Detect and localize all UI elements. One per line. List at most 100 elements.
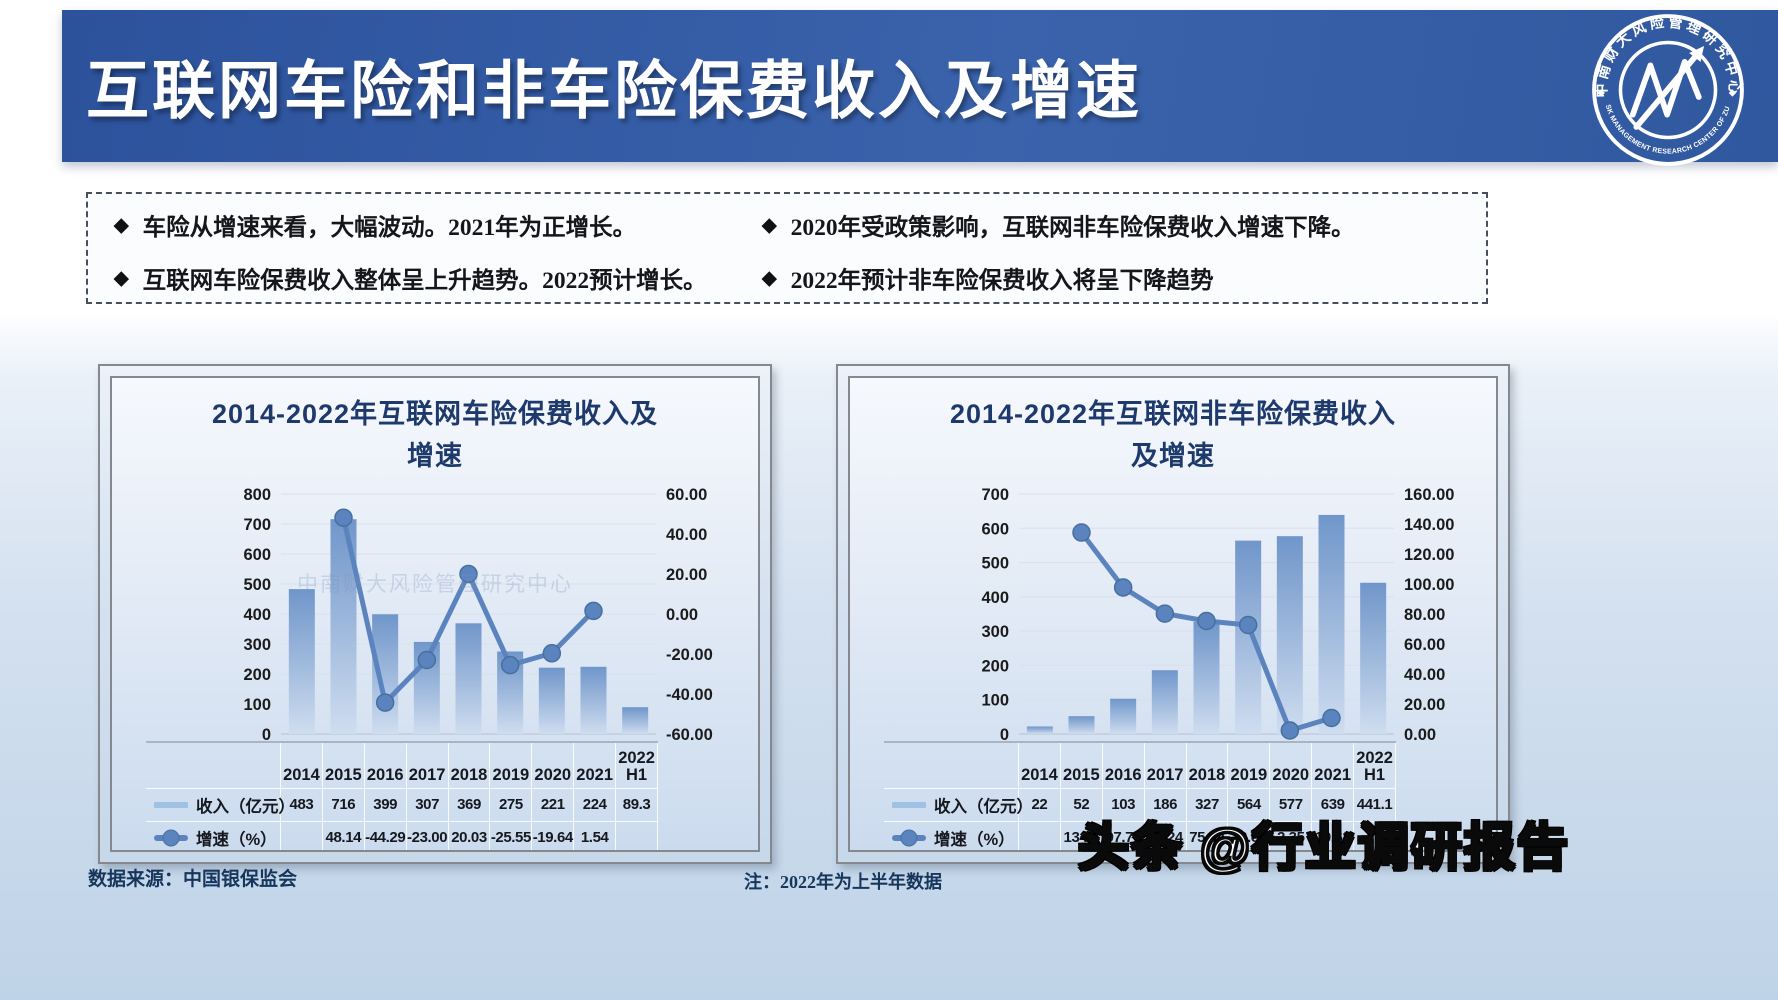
income-value: 275 (490, 788, 533, 822)
income-value: 483 (281, 788, 323, 822)
logo-inner-ring (1618, 40, 1718, 140)
svg-text:60.00: 60.00 (666, 486, 707, 504)
chart-title: 2014-2022年互联网非车险保费收入 及增速 (850, 394, 1496, 478)
growth-value: -19.64 (532, 821, 575, 850)
svg-text:-40.00: -40.00 (666, 686, 713, 704)
svg-text:60.00: 60.00 (1404, 636, 1445, 654)
income-bars (288, 518, 649, 734)
summary-box: ◆ 车险从增速来看，大幅波动。2021年为正增长。 ◆ 互联网车险保费收入整体呈… (86, 192, 1488, 304)
year-cell: 2022 H1 (616, 742, 658, 789)
svg-text:140.00: 140.00 (1404, 516, 1454, 534)
bar (1151, 669, 1178, 734)
bar (1360, 582, 1387, 734)
bullet-item: ◆ 车险从增速来看，大幅波动。2021年为正增长。 (114, 208, 762, 242)
growth-value: 20.03 (449, 821, 491, 850)
bar (288, 588, 315, 734)
income-legend-icon (892, 801, 926, 808)
logo-arrowhead-icon (1689, 46, 1705, 62)
year-cell: 2015 (1060, 742, 1103, 789)
data-source: 数据来源：中国银保监会 (88, 869, 298, 890)
diamond-bullet-icon: ◆ (762, 214, 777, 236)
line-marker (1072, 522, 1091, 542)
summary-right-column: ◆ 2020年受政策影响，互联网非车险保费收入增速下降。 ◆ 2022年预计非车… (762, 208, 1486, 302)
right-axis: 160.00 140.00 120.00 100.00 80.00 60.00 40.00 2… (1404, 486, 1454, 740)
growth-line (334, 508, 603, 712)
logo-right-diamond-icon: ◆ (1729, 87, 1737, 98)
line-marker (584, 601, 603, 620)
year-cell: 2017 (406, 742, 449, 789)
org-logo: 中南财大风险管理研究中心 RISK MANAGEMENT RESEARCH CE… (1577, 0, 1756, 178)
org-logo-seal: 中南财大风险管理研究中心 RISK MANAGEMENT RESEARCH CE… (1577, 0, 1744, 166)
svg-text:20.00: 20.00 (1404, 696, 1445, 714)
diamond-bullet-icon: ◆ (114, 214, 129, 236)
income-value: 639 (1312, 788, 1355, 822)
svg-text:-60.00: -60.00 (666, 726, 713, 740)
bar (622, 706, 649, 734)
bar (1193, 621, 1220, 734)
svg-text:300: 300 (981, 623, 1009, 641)
growth-value (1354, 821, 1396, 850)
year-cell: 2014 (281, 742, 323, 789)
line-marker (417, 650, 437, 669)
right-axis: 60.00 40.00 20.00 0.00 -20.00 -40.00 -60.00 (666, 486, 713, 740)
income-value: 224 (574, 788, 617, 822)
car-insurance-data-table: 2014 2015 2016 2017 2018 2019 2020 2021 2022 H1 收… (146, 740, 658, 850)
year-cell: 2017 (1144, 742, 1187, 789)
year-cell: 2022 H1 (1354, 742, 1396, 789)
year-cell: 2021 (1312, 742, 1355, 789)
legend-income: 收入（亿元） (146, 788, 295, 822)
growth-value: 80.24 (1145, 821, 1187, 850)
line-marker (334, 508, 353, 527)
income-value: 369 (448, 788, 491, 822)
year-cell: 2016 (1102, 742, 1145, 789)
svg-text:0: 0 (262, 726, 271, 740)
income-value: 577 (1270, 788, 1313, 822)
year-cell: 2015 (322, 742, 365, 789)
growth-value: 48.14 (323, 821, 365, 850)
line-marker (542, 643, 562, 663)
growth-value: 10.68 (1312, 821, 1355, 850)
line-marker (375, 693, 395, 712)
svg-text:100: 100 (243, 696, 271, 714)
growth-line (1072, 522, 1341, 740)
growth-value: -44.29 (365, 821, 407, 850)
svg-text:40.00: 40.00 (666, 526, 707, 544)
chart-panel-car-insurance-inner: 2014-2022年互联网车险保费收入及 增速 中南财大风险管理研究中心 800… (110, 376, 760, 852)
growth-legend-dot-icon (162, 829, 180, 847)
income-legend-icon (154, 801, 188, 808)
line-marker (1280, 720, 1300, 740)
left-axis: 700 600 500 400 300 200 100 0 (981, 486, 1009, 740)
publisher-watermark: 头条 @行业调研报告 (1077, 818, 1570, 878)
line-marker (1155, 604, 1175, 623)
income-value: 221 (532, 788, 575, 822)
bullet-item: ◆ 互联网车险保费收入整体呈上升趋势。2022预计增长。 (114, 261, 762, 295)
chart-title-line2: 及增速 (1131, 440, 1215, 471)
svg-text:700: 700 (243, 516, 271, 534)
logo-left-diamond-icon: ◆ (1598, 87, 1606, 98)
year-cell: 2014 (1019, 742, 1061, 789)
footnote: 注：2022年为上半年数据 (744, 872, 942, 892)
diamond-bullet-icon: ◆ (114, 267, 129, 289)
income-value: 103 (1102, 788, 1145, 822)
bar (455, 622, 482, 734)
growth-legend-label: 增速（%） (196, 830, 277, 849)
line-marker (459, 564, 478, 583)
line-marker (1322, 708, 1341, 727)
line-marker (500, 655, 520, 675)
svg-text:40.00: 40.00 (1404, 666, 1445, 684)
income-value: 89.3 (616, 788, 658, 822)
growth-legend-label: 增速（%） (934, 830, 1015, 849)
bar (1068, 715, 1095, 734)
non-car-insurance-chart: 700 600 500 400 300 200 100 0 160.00 140.00 120.00… (981, 486, 1454, 740)
logo-outer-ring (1592, 14, 1744, 166)
growth-value (616, 821, 658, 850)
income-value: 307 (406, 788, 449, 822)
income-value: 52 (1060, 788, 1103, 822)
svg-text:500: 500 (981, 554, 1009, 572)
svg-text:700: 700 (981, 486, 1009, 504)
svg-text:400: 400 (243, 606, 271, 624)
growth-value: 72.69 (1228, 821, 1271, 850)
chart-title-line1: 2014-2022年互联网非车险保费收入 (949, 399, 1397, 429)
bar (1276, 535, 1303, 734)
bullet-item: ◆ 2020年受政策影响，互联网非车险保费收入增速下降。 (762, 208, 1486, 242)
